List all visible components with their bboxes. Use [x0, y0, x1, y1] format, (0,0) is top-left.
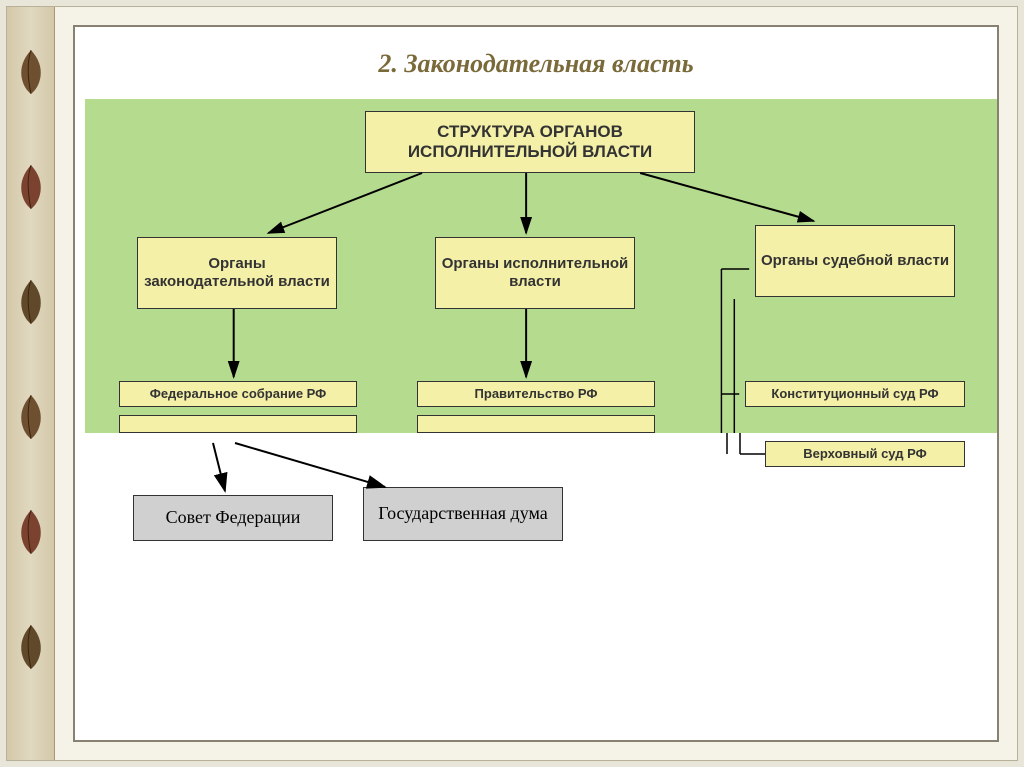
- node-executive: Органы исполнительной власти: [435, 237, 635, 309]
- slide-area: 2. Законодательная власть СТРУКТУРА ОРГА…: [73, 25, 999, 742]
- slide-title: 2. Законодательная власть: [75, 49, 997, 79]
- node-state-duma: Государственная дума: [363, 487, 563, 541]
- leaf-icon: [12, 47, 50, 97]
- node-supreme-court: Верховный суд РФ: [765, 441, 965, 467]
- decorative-sidebar: [7, 7, 55, 760]
- node-fed-council: Совет Федерации: [133, 495, 333, 541]
- leaf-icon: [12, 162, 50, 212]
- leaf-icon: [12, 622, 50, 672]
- outer-frame: 2. Законодательная власть СТРУКТУРА ОРГА…: [6, 6, 1018, 761]
- node-fed-assembly: Федеральное собрание РФ: [119, 381, 357, 407]
- node-fed-assembly-stub: [119, 415, 357, 433]
- node-government: Правительство РФ: [417, 381, 655, 407]
- diagram-background: СТРУКТУРА ОРГАНОВ ИСПОЛНИТЕЛЬНОЙ ВЛАСТИ …: [85, 99, 997, 433]
- node-judicial: Органы судебной власти: [755, 225, 955, 297]
- leaf-icon: [12, 392, 50, 442]
- node-legislative: Органы законодательной власти: [137, 237, 337, 309]
- node-government-stub: [417, 415, 655, 433]
- node-const-court: Конституционный суд РФ: [745, 381, 965, 407]
- node-root: СТРУКТУРА ОРГАНОВ ИСПОЛНИТЕЛЬНОЙ ВЛАСТИ: [365, 111, 695, 173]
- leaf-icon: [12, 507, 50, 557]
- leaf-icon: [12, 277, 50, 327]
